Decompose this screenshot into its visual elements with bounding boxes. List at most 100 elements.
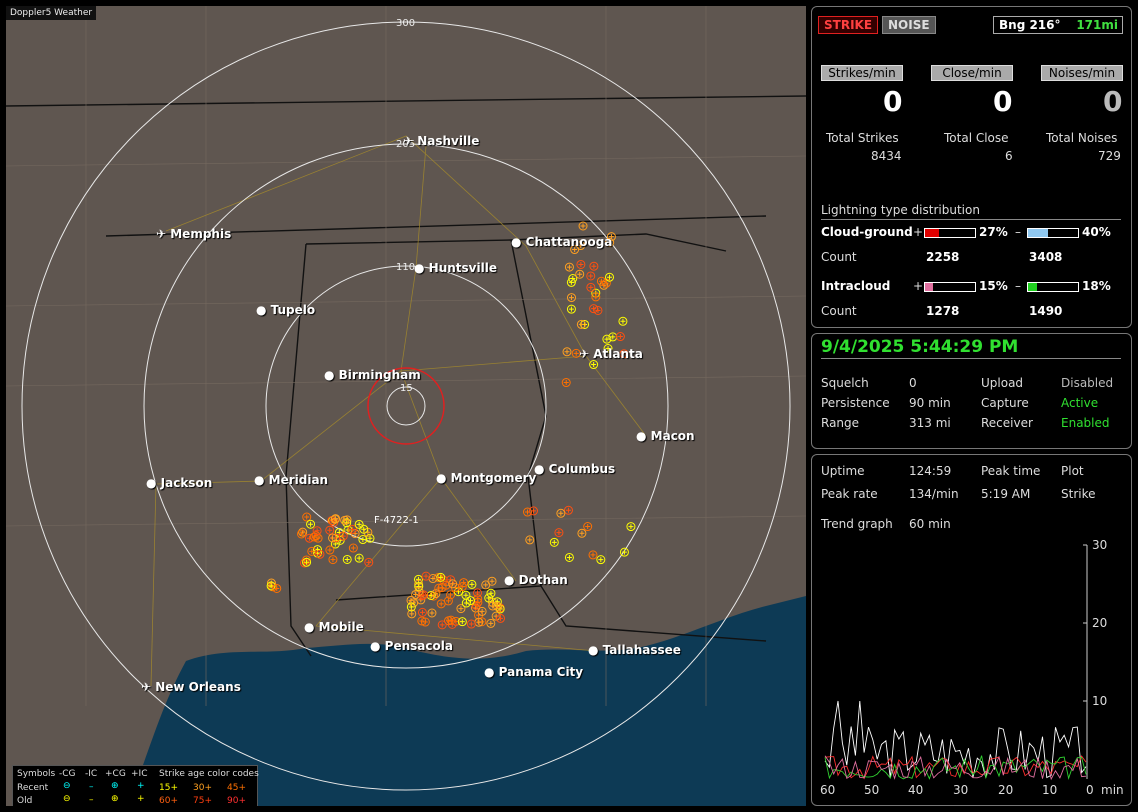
cg-negative-bar [1027, 228, 1079, 238]
range-label: 205 [396, 139, 415, 150]
strikes-per-min-value: 0 [883, 85, 903, 118]
close-per-min-value: 0 [993, 85, 1013, 118]
strike-marker [554, 528, 564, 538]
y-tick: 20 [1092, 616, 1107, 630]
ic-positive-count: 1278 [926, 304, 960, 318]
status-panel: 9/4/2025 5:44:29 PM Squelch 0 Upload Dis… [811, 333, 1132, 449]
strike-marker [342, 518, 352, 528]
strike-marker [583, 522, 593, 532]
app-title: Doppler5 Weather [6, 6, 97, 20]
city-tupelo: ● Tupelo [256, 303, 316, 317]
noise-button[interactable]: NOISE [882, 16, 936, 34]
city-dothan: ● Dothan [504, 573, 568, 587]
city-panama-city: ● Panama City [484, 665, 584, 679]
strike-marker [325, 545, 335, 555]
strike-marker [578, 221, 588, 231]
range-ring-110 [265, 265, 547, 547]
ic-negative-bar [1027, 282, 1079, 292]
city-birmingham: ● Birmingham [324, 368, 421, 382]
cg-plus-sign: + [913, 225, 924, 239]
strike-marker [426, 591, 436, 601]
strike-marker [348, 543, 358, 553]
cg-minus-sign: – [1015, 225, 1021, 239]
strike-marker [302, 512, 312, 522]
neg-cg-recent-icon: ⊖ [63, 781, 71, 791]
trend-series-line [824, 755, 1087, 780]
receiver-value: Enabled [1061, 416, 1110, 430]
cg-positive-bar [924, 228, 976, 238]
strike-marker [596, 276, 606, 286]
map-graphics: 300 205 110 15 F-4722-1 [6, 6, 806, 806]
strikes-per-min-header: Strikes/min [821, 65, 903, 81]
trend-graph-value: 60 min [909, 517, 951, 531]
strike-marker [564, 552, 574, 562]
strike-marker [434, 583, 444, 593]
cg-count-label: Count [821, 250, 857, 264]
persistence-label: Persistence [821, 396, 890, 410]
peak-time-value: 5:19 AM [981, 487, 1031, 501]
plot-value[interactable]: Strike [1061, 487, 1096, 501]
neg-cg-old-icon: ⊖ [63, 794, 71, 804]
distribution-title: Lightning type distribution [821, 203, 980, 217]
y-tick: 10 [1092, 694, 1107, 708]
y-tick: 30 [1092, 538, 1107, 552]
total-strikes-value: 8434 [871, 149, 902, 163]
ic-positive-pct: 15% [979, 279, 1008, 293]
strike-marker [615, 332, 625, 342]
cg-positive-pct: 27% [979, 225, 1008, 239]
strike-button[interactable]: STRIKE [818, 16, 879, 34]
total-noises-label: Total Noises [1046, 131, 1118, 145]
strike-marker [619, 547, 629, 557]
strike-stats-panel: STRIKE NOISE Bng 216° 171mi Strikes/min … [811, 6, 1132, 328]
strike-marker [406, 595, 416, 605]
strike-marker [304, 533, 314, 543]
range-label: Range [821, 416, 860, 430]
strike-marker [414, 586, 424, 596]
strike-marker [556, 508, 566, 518]
strike-marker [365, 533, 375, 543]
strike-marker [328, 555, 338, 565]
city-atlanta: ✈ Atlanta [579, 347, 643, 361]
pos-cg-old-icon: ⊕ [111, 794, 119, 804]
strike-marker [576, 259, 586, 269]
age-old-1: 60+ [159, 796, 178, 806]
strike-marker [606, 232, 616, 242]
range-label: 110 [396, 262, 415, 273]
strike-marker [343, 525, 353, 535]
strike-marker [406, 602, 416, 612]
x-tick: 20 [998, 783, 1013, 797]
close-per-min-header: Close/min [931, 65, 1013, 81]
total-close-label: Total Close [944, 131, 1009, 145]
strike-marker [589, 304, 599, 314]
strike-marker [591, 292, 601, 302]
strike-marker [312, 526, 322, 536]
plot-label: Plot [1061, 464, 1084, 478]
strike-marker [466, 619, 476, 629]
current-datetime: 9/4/2025 5:44:29 PM [821, 337, 1019, 357]
city-chattanooga: ● Chattanooga [511, 235, 613, 249]
strike-marker [564, 262, 574, 272]
strike-marker [296, 529, 306, 539]
city-jackson: ● Jackson [146, 476, 213, 490]
squelch-value: 0 [909, 376, 917, 390]
strike-marker [407, 609, 417, 619]
trend-graph-label: Trend graph [821, 517, 893, 531]
trend-panel: Uptime 124:59 Peak time Plot Peak rate 1… [811, 454, 1132, 806]
ic-minus-sign: – [1015, 279, 1021, 293]
strike-marker [589, 360, 599, 370]
strike-marker [570, 245, 580, 255]
strike-marker [457, 617, 467, 627]
strike-marker [487, 576, 497, 586]
lightning-map[interactable]: 300 205 110 15 F-4722-1 Doppler5 Weather… [6, 6, 806, 806]
trend-series-line [824, 755, 1087, 781]
uptime-label: Uptime [821, 464, 865, 478]
strike-marker [522, 507, 532, 517]
total-noises-value: 729 [1098, 149, 1121, 163]
intracloud-label: Intracloud [821, 279, 891, 293]
strike-marker [457, 582, 467, 592]
range-ring-300 [21, 21, 791, 791]
city-pensacola: ● Pensacola [370, 639, 453, 653]
state-borders [6, 95, 806, 657]
city-columbus: ● Columbus [534, 462, 616, 476]
strike-marker [561, 378, 571, 388]
